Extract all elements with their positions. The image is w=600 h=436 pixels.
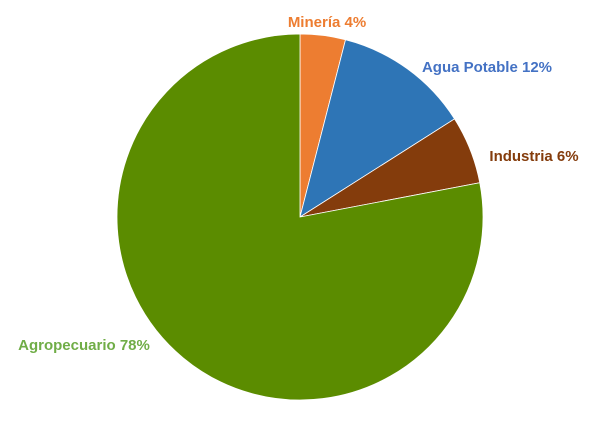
pie-label-mineria: Minería 4% (288, 14, 366, 31)
pie-slice-agropecuario (116, 33, 484, 401)
pie-label-agropecuario: Agropecuario 78% (18, 337, 150, 354)
pie-labels: Minería 4% Agua Potable 12% Industria 6% Ag… (18, 14, 578, 354)
pie-label-agua-potable: Agua Potable 12% (422, 59, 552, 76)
pie-label-industria: Industria 6% (489, 148, 578, 165)
pie-slices (116, 33, 484, 401)
pie-slice-agua-potable (299, 39, 456, 218)
